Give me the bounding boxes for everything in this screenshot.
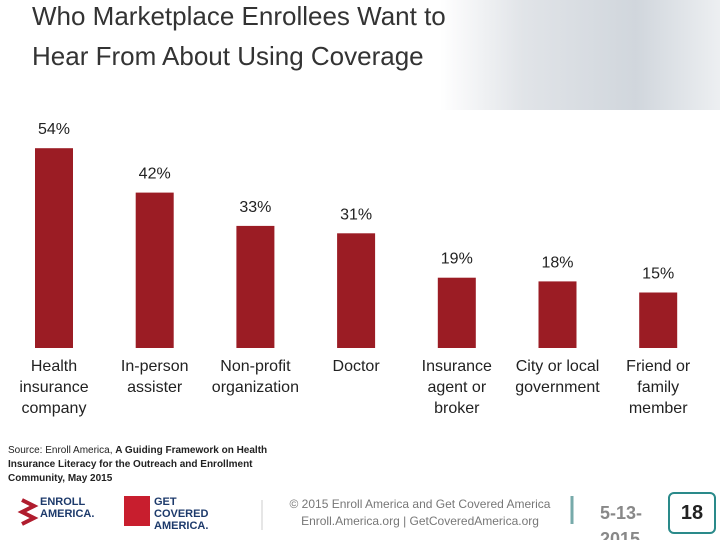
- logo: GET COVERED AMERICA.: [154, 496, 209, 532]
- bar: [538, 281, 577, 348]
- data-label: 42%: [139, 166, 171, 183]
- category-label: City or local government: [515, 358, 600, 396]
- data-label: 31%: [340, 206, 372, 223]
- category-label: Non-profit organization: [211, 358, 299, 396]
- data-label: 54%: [38, 121, 70, 138]
- data-label: 19%: [441, 251, 473, 268]
- footer: © 2015 Enroll America and Get Covered Am…: [289, 497, 551, 528]
- category-label: Insurance agent or broker: [421, 358, 492, 417]
- logo-icon: [17, 498, 39, 526]
- category-label: Health insurance company: [19, 358, 89, 417]
- logo: ENROLL AMERICA.: [40, 496, 95, 520]
- background-photo: [440, 0, 720, 110]
- category-label: Doctor: [332, 358, 380, 375]
- source: Source: Enroll America, A Guiding Framew…: [8, 445, 268, 484]
- logo-icon: [124, 496, 150, 526]
- data-label: 15%: [642, 266, 674, 283]
- bar: [35, 148, 73, 348]
- bar: [236, 225, 275, 348]
- bar: [639, 292, 678, 348]
- date: 5-13-2015: [600, 503, 643, 540]
- bar: [437, 277, 476, 348]
- bar: [135, 192, 174, 348]
- bar: [337, 233, 376, 348]
- chart-title: Who Marketplace Enrollees Want to Hear F…: [32, 1, 446, 71]
- category-label: Friend or family member: [626, 358, 691, 417]
- category-label: In-person assister: [120, 358, 189, 396]
- page-number: 18: [668, 492, 716, 534]
- data-label: 33%: [239, 199, 271, 216]
- data-label: 18%: [541, 254, 573, 271]
